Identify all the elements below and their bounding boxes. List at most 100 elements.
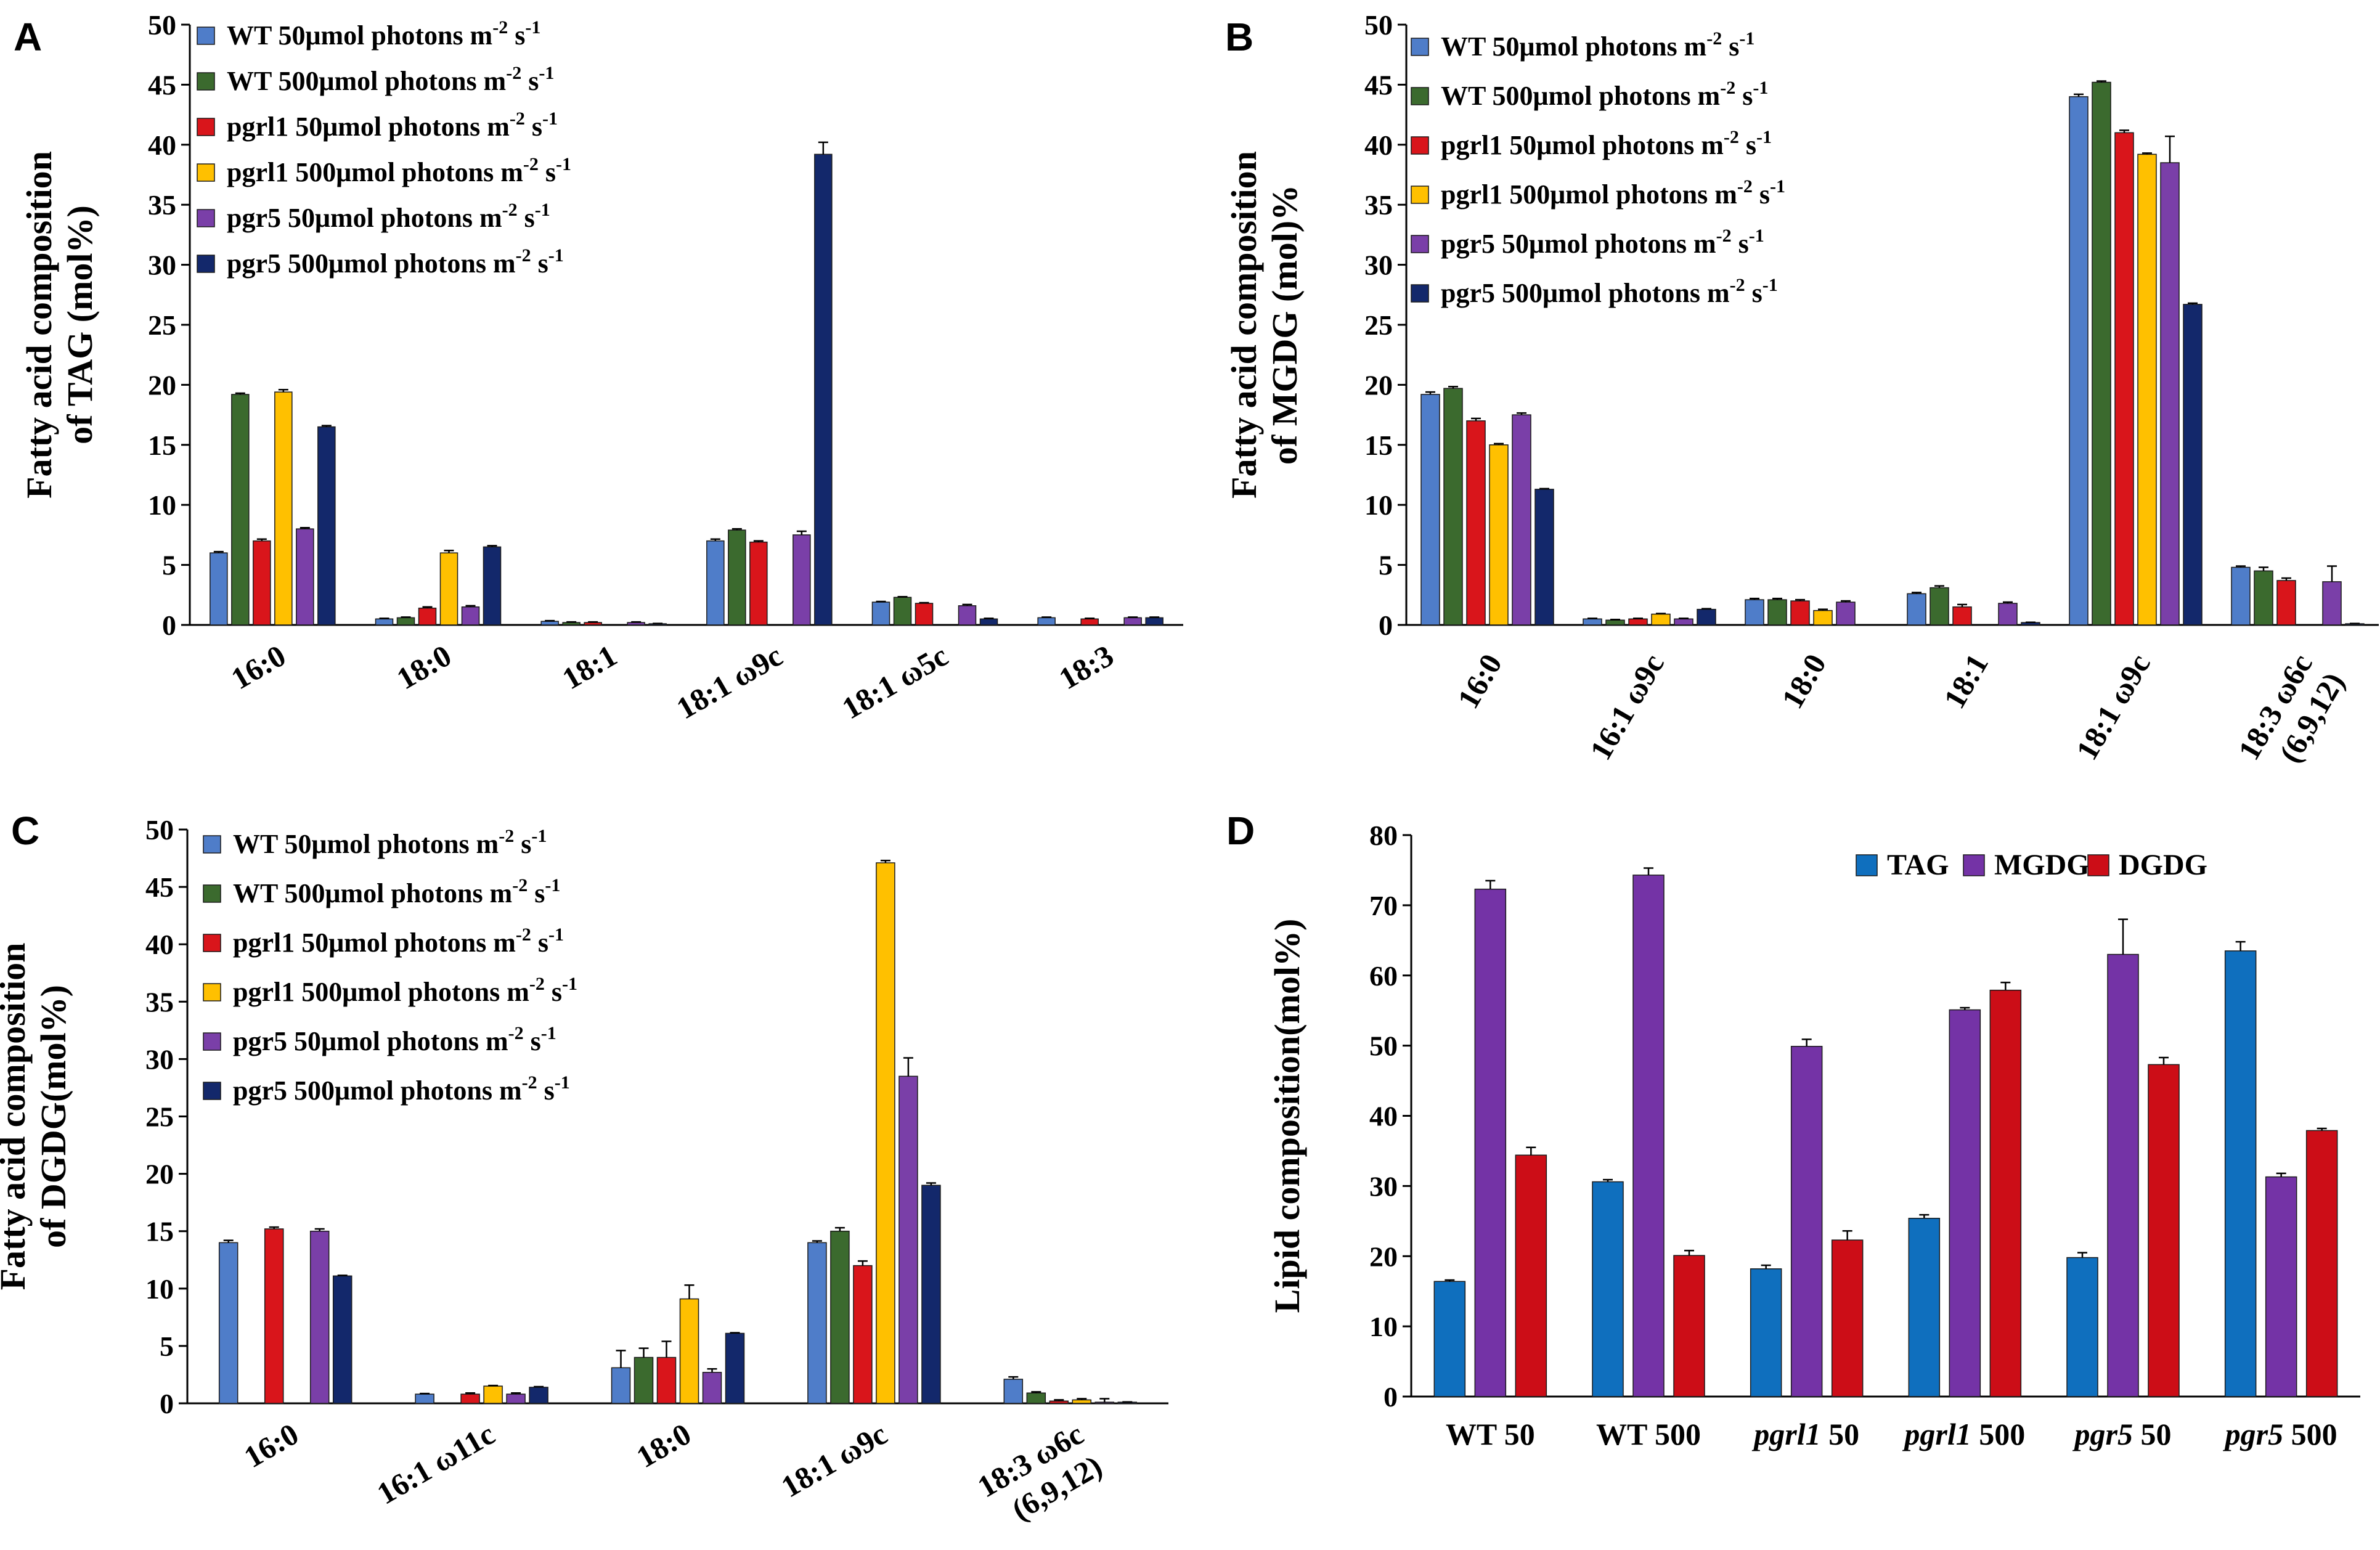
bar (1512, 414, 1531, 626)
legend-swatch (197, 27, 215, 45)
bar (2276, 580, 2296, 626)
x-category-label: 18:3 ω6c(6,9,12) (972, 1416, 1108, 1536)
y-tick-label: 30 (148, 250, 176, 281)
bar (871, 602, 890, 626)
y-axis-title-line: of TAG (mol%) (60, 205, 100, 444)
category-level: 50 (1821, 1417, 1860, 1451)
legend-swatch (197, 255, 215, 273)
bar (807, 1242, 827, 1404)
legend-main-text: WT 500μmol photons m (1441, 81, 1720, 111)
bar (1907, 593, 1926, 626)
bar (1466, 420, 1486, 626)
y-tick-label: 20 (148, 369, 176, 401)
legend-label: pgrl1 50μmol photons m-2 s-1 (233, 924, 564, 958)
category-level: 50 (2133, 1417, 2172, 1451)
bar (396, 617, 415, 626)
legend-label: WT 500μmol photons m-2 s-1 (1441, 78, 1768, 111)
y-tick-label: 25 (148, 309, 176, 341)
bar (309, 1230, 330, 1404)
chart-panel-d: 0 10 20 30 40 50 60 70 80 Lipid composition(mol%)… (1267, 820, 2360, 1451)
legend-swatch (203, 1082, 221, 1100)
legend-superscript: -1 (541, 1023, 556, 1043)
category-level: 500 (1971, 1417, 2026, 1451)
bar (679, 1298, 699, 1404)
legend-mid-text: s (1739, 130, 1756, 160)
x-category-label: 18:1 (556, 638, 622, 696)
x-category-label: 18:1 ω9c (2069, 648, 2157, 766)
legend-superscript: -2 (1724, 127, 1739, 147)
legend-main-text: WT 50μmol photons m (1441, 31, 1706, 62)
bar (540, 621, 559, 626)
legend-superscript: -2 (1706, 28, 1722, 49)
bar (634, 1356, 654, 1404)
y-tick-label: 10 (148, 489, 176, 521)
bar (1072, 1399, 1092, 1404)
x-category-label-line: 18:1 ω9c (670, 638, 788, 725)
bar (1908, 1218, 1941, 1397)
legend-superscript: -2 (499, 826, 514, 846)
bar (2224, 950, 2257, 1397)
bar (1605, 619, 1625, 626)
legend-mid-text: s (521, 66, 539, 96)
legend-label: WT 500μmol photons m-2 s-1 (233, 875, 560, 908)
y-tick-label: 35 (145, 986, 174, 1018)
y-tick-label: 25 (145, 1101, 174, 1133)
bar (1767, 599, 1787, 626)
chart-panel-a: 0 5 10 15 20 25 30 35 40 45 50 Fatty acid compositi… (19, 9, 1183, 725)
y-tick-label: 15 (148, 430, 176, 461)
legend-main-text: pgrl1 50μmol photons m (227, 112, 510, 142)
x-category-label-line: 18:0 (391, 638, 457, 696)
legend-label: pgrl1 50μmol photons m-2 s-1 (1441, 127, 1772, 160)
y-tick-label: 25 (1364, 309, 1393, 341)
x-category-label-line: 16:0 (238, 1416, 304, 1474)
bar (1673, 1255, 1705, 1397)
bar (2265, 1176, 2297, 1397)
bar (876, 862, 895, 1404)
legend-label: pgr5 50μmol photons m-2 s-1 (1441, 226, 1764, 259)
bar (706, 540, 725, 626)
legend-swatch (203, 934, 221, 952)
legend-label: MGDG (1994, 849, 2090, 881)
legend-mid-text: s (514, 829, 531, 859)
bar (296, 528, 314, 626)
bar (2160, 162, 2180, 626)
y-tick-label: 50 (148, 9, 176, 41)
bar (483, 1385, 503, 1404)
bar (915, 603, 934, 626)
chart-panel-c: 0 5 10 15 20 25 30 35 40 45 50 Fatty acid compositi… (0, 814, 1168, 1536)
bar (483, 546, 502, 626)
y-tick-label: 50 (1369, 1030, 1398, 1062)
bar (1949, 1009, 1981, 1397)
legend-swatch (1856, 854, 1878, 876)
category-strain: pgrl1 (1751, 1417, 1820, 1451)
legend-swatch (197, 209, 215, 227)
category-strain: pgrl1 (1902, 1417, 1971, 1451)
x-category-label: 18:3 (1053, 638, 1119, 696)
bar (1592, 1181, 1624, 1397)
y-axis-title-line: Fatty acid composition (0, 943, 33, 1291)
bar (231, 394, 250, 626)
legend-main-text: WT 50μmol photons m (227, 20, 492, 51)
legend-label: DGDG (2119, 849, 2207, 881)
bar (218, 1242, 238, 1404)
y-tick-label: 0 (1384, 1381, 1398, 1413)
legend-swatch (1963, 854, 1985, 876)
x-category-label: pgr5 500 (2223, 1417, 2337, 1451)
y-tick-label: 80 (1369, 820, 1398, 851)
y-tick-label: 15 (145, 1216, 174, 1247)
x-category-label: 18:3 ω6c(6,9,12) (2231, 648, 2351, 785)
bar (1790, 1046, 1823, 1397)
y-tick-label: 45 (145, 871, 174, 903)
x-category-label-line: 16:0 (225, 638, 291, 696)
legend-swatch (197, 163, 215, 182)
bar (1433, 1281, 1466, 1397)
bar (830, 1230, 850, 1404)
y-tick-label: 40 (1364, 129, 1393, 161)
legend-superscript: -1 (1756, 127, 1772, 147)
bar (921, 1185, 941, 1404)
x-category-label-line: 18:1 ω9c (2069, 648, 2157, 766)
x-category-label: WT 500 (1596, 1417, 1701, 1451)
legend-swatch (197, 72, 215, 91)
y-tick-label: 45 (148, 69, 176, 100)
legend-label: TAG (1887, 849, 1949, 881)
